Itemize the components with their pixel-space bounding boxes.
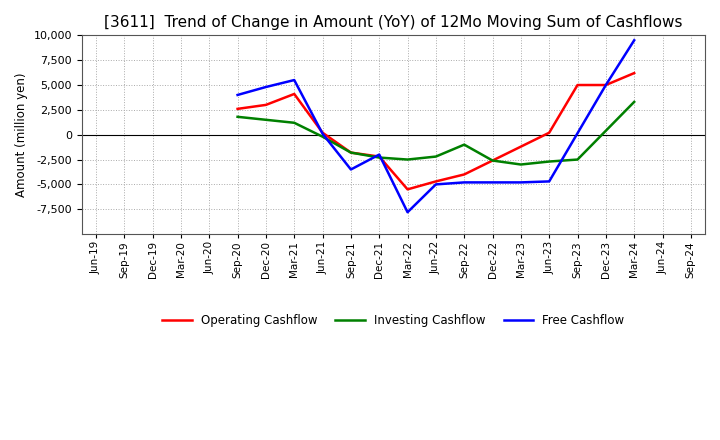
Title: [3611]  Trend of Change in Amount (YoY) of 12Mo Moving Sum of Cashflows: [3611] Trend of Change in Amount (YoY) o… (104, 15, 683, 30)
Operating Cashflow (318, 130, 327, 136)
Operating Cashflow (545, 130, 554, 136)
Free Cashflow (290, 77, 299, 83)
Investing Cashflow (290, 120, 299, 125)
Operating Cashflow (375, 154, 384, 159)
Investing Cashflow (630, 99, 639, 105)
Investing Cashflow (375, 155, 384, 160)
Free Cashflow (233, 92, 242, 98)
Free Cashflow (630, 38, 639, 43)
Free Cashflow (346, 167, 355, 172)
Investing Cashflow (318, 134, 327, 139)
Free Cashflow (318, 131, 327, 136)
Free Cashflow (261, 84, 270, 90)
Free Cashflow (431, 182, 440, 187)
Investing Cashflow (516, 162, 525, 167)
Operating Cashflow (431, 179, 440, 184)
Operating Cashflow (630, 70, 639, 76)
Line: Operating Cashflow: Operating Cashflow (238, 73, 634, 189)
Operating Cashflow (261, 102, 270, 107)
Free Cashflow (545, 179, 554, 184)
Investing Cashflow (261, 117, 270, 122)
Operating Cashflow (573, 82, 582, 88)
Free Cashflow (601, 82, 610, 88)
Operating Cashflow (516, 144, 525, 149)
Operating Cashflow (601, 82, 610, 88)
Investing Cashflow (233, 114, 242, 119)
Investing Cashflow (488, 158, 497, 163)
Y-axis label: Amount (million yen): Amount (million yen) (15, 73, 28, 197)
Free Cashflow (460, 180, 469, 185)
Investing Cashflow (403, 157, 412, 162)
Investing Cashflow (545, 159, 554, 164)
Operating Cashflow (488, 158, 497, 163)
Operating Cashflow (290, 92, 299, 97)
Free Cashflow (403, 209, 412, 215)
Legend: Operating Cashflow, Investing Cashflow, Free Cashflow: Operating Cashflow, Investing Cashflow, … (158, 309, 629, 332)
Line: Free Cashflow: Free Cashflow (238, 40, 634, 212)
Line: Investing Cashflow: Investing Cashflow (238, 102, 634, 165)
Operating Cashflow (233, 106, 242, 111)
Free Cashflow (488, 180, 497, 185)
Investing Cashflow (460, 142, 469, 147)
Operating Cashflow (346, 150, 355, 155)
Investing Cashflow (573, 157, 582, 162)
Investing Cashflow (346, 150, 355, 155)
Operating Cashflow (460, 172, 469, 177)
Operating Cashflow (403, 187, 412, 192)
Investing Cashflow (431, 154, 440, 159)
Free Cashflow (516, 180, 525, 185)
Free Cashflow (375, 152, 384, 157)
